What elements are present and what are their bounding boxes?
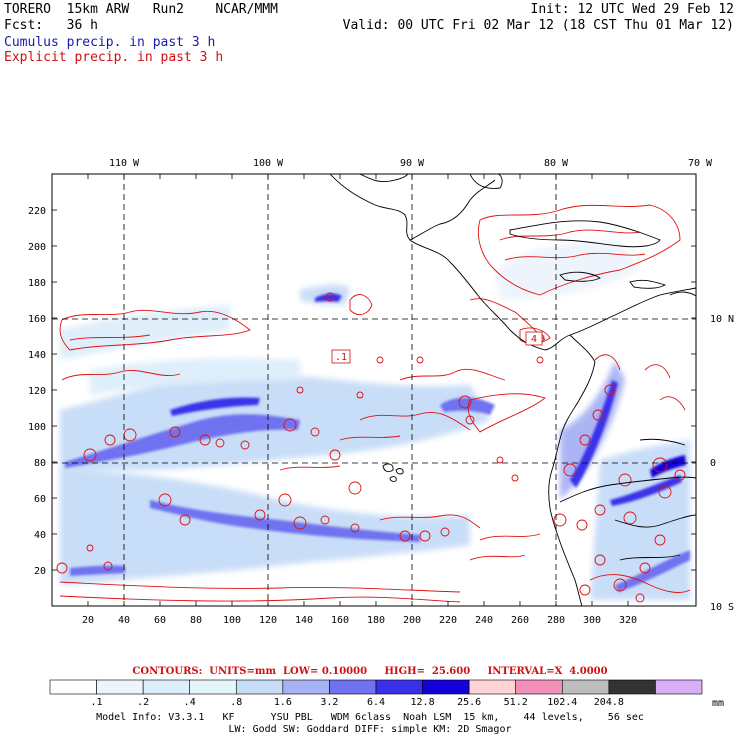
x-grid-label: 160 (331, 615, 349, 626)
colorbar-label: 6.4 (366, 697, 386, 708)
colorbar-swatch (375, 679, 423, 695)
x-grid-label: 260 (511, 615, 529, 626)
latlon-grid (52, 174, 696, 606)
x-grid-label: 20 (82, 615, 94, 626)
lat-label-10s: 10 S (710, 602, 734, 613)
lon-label-110w: 110 W (109, 158, 140, 169)
colorbar (49, 679, 703, 695)
contours-info: CONTOURS: UNITS=mm LOW= 0.10000 HIGH= 25… (132, 666, 608, 677)
y-grid-label: 80 (34, 458, 46, 469)
lon-label-90w: 90 W (400, 158, 425, 169)
coastline (329, 174, 696, 606)
longitude-labels: 110 W 100 W 90 W 80 W 70 W (109, 158, 713, 169)
colorbar-swatch (468, 679, 517, 695)
x-grid-label: 300 (583, 615, 601, 626)
colorbar-label: 1.6 (273, 697, 292, 708)
physics-info: LW: Godd SW: Goddard DIFF: simple KM: 2D… (228, 724, 512, 735)
colorbar-label: 204.8 (593, 697, 624, 708)
colorbar-label: 102.4 (547, 697, 578, 708)
cumulus-field-label: Cumulus precip. in past 3 h (4, 35, 216, 50)
colorbar-label: 25.6 (457, 697, 482, 708)
colorbar-label: 51.2 (503, 697, 528, 708)
y-grid-label: 200 (28, 242, 46, 253)
x-grid-label: 220 (439, 615, 457, 626)
x-grid-label: 120 (259, 615, 277, 626)
x-grid-label: 140 (295, 615, 313, 626)
colorbar-label: 3.2 (320, 697, 339, 708)
explicit-field-label: Explicit precip. in past 3 h (4, 50, 224, 65)
x-grid-label: 240 (475, 615, 493, 626)
colorbar-label: .2 (137, 697, 150, 708)
y-grid-label: 20 (34, 566, 46, 577)
model-title: TORERO 15km ARW Run2 NCAR/MMM (4, 2, 278, 17)
axis-ticks (52, 174, 696, 606)
colorbar-label: .4 (183, 697, 196, 708)
colorbar-swatch (608, 679, 656, 695)
valid-time: Valid: 00 UTC Fri 02 Mar 12 (18 CST Thu … (342, 18, 734, 33)
colorbar-swatch (655, 679, 703, 695)
contour-label-01: .1 (335, 352, 347, 363)
colorbar-swatch (96, 679, 144, 695)
x-grid-labels: 20 40 60 80 100 120 140 160 180 200 220 240 260 280 30… (82, 615, 637, 626)
colorbar-label: .1 (90, 697, 103, 708)
explicit-precip-contours (56, 204, 691, 603)
x-grid-label: 180 (367, 615, 385, 626)
colorbar-swatch (282, 679, 330, 695)
x-grid-label: 60 (154, 615, 166, 626)
x-grid-label: 100 (223, 615, 241, 626)
colorbar-swatch (422, 679, 470, 695)
y-grid-label: 100 (28, 422, 46, 433)
y-grid-labels: 20 40 60 80 100 120 140 160 180 200 220 (28, 206, 46, 577)
colorbar-label: .8 (230, 697, 243, 708)
y-grid-label: 120 (28, 386, 46, 397)
y-grid-label: 40 (34, 530, 46, 541)
colorbar-swatch (329, 679, 377, 695)
contour-label-box: .1 4 (331, 331, 543, 364)
colorbar-swatch (515, 679, 563, 695)
x-grid-label: 80 (190, 615, 202, 626)
y-grid-label: 220 (28, 206, 46, 217)
colorbar-swatch (189, 679, 237, 695)
x-grid-label: 280 (547, 615, 565, 626)
x-grid-label: 40 (118, 615, 130, 626)
lat-label-0: 0 (710, 458, 716, 469)
colorbar-unit: mm (712, 698, 725, 709)
y-grid-label: 160 (28, 314, 46, 325)
colorbar-swatch (142, 679, 191, 695)
y-grid-label: 60 (34, 494, 46, 505)
lat-label-10n: 10 N (710, 314, 734, 325)
forecast-hour: Fcst: 36 h (4, 18, 98, 33)
colorbar-swatch (49, 679, 97, 695)
latitude-labels: 10 N 0 10 S (710, 314, 734, 613)
lon-label-70w: 70 W (688, 158, 713, 169)
init-time: Init: 12 UTC Wed 29 Feb 12 (530, 2, 735, 17)
lon-label-80w: 80 W (544, 158, 569, 169)
colorbar-label: 12.8 (410, 697, 435, 708)
lon-label-100w: 100 W (253, 158, 284, 169)
colorbar-swatch (235, 679, 284, 695)
model-info: Model Info: V3.3.1 KF YSU PBL WDM 6class… (96, 712, 644, 723)
x-grid-label: 320 (619, 615, 637, 626)
colorbar-swatch (561, 679, 610, 695)
y-grid-label: 140 (28, 350, 46, 361)
y-grid-label: 180 (28, 278, 46, 289)
contour-label-4: 4 (531, 334, 537, 345)
x-grid-label: 200 (403, 615, 421, 626)
